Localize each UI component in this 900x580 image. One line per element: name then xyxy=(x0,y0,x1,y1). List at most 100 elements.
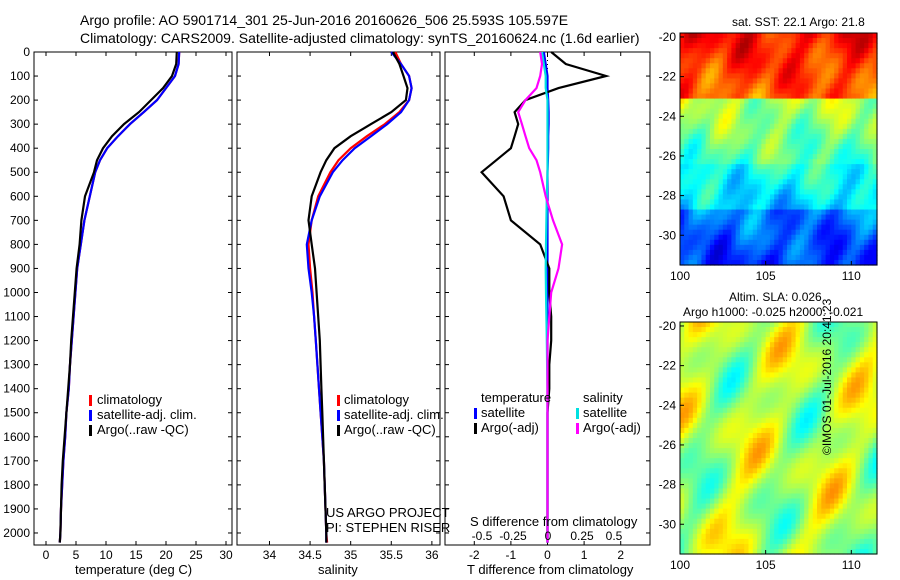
map-cell xyxy=(787,412,792,419)
map-cell xyxy=(722,113,728,120)
map-cell xyxy=(851,387,857,394)
map-cell xyxy=(744,179,750,185)
map-cell xyxy=(825,362,831,368)
map-cell xyxy=(859,234,865,241)
map-cell xyxy=(812,377,818,384)
map-cell xyxy=(739,372,745,379)
map-cell xyxy=(799,367,805,374)
map-cell xyxy=(744,234,750,241)
map-cell xyxy=(855,412,861,419)
map-cell xyxy=(791,244,797,251)
map-cell xyxy=(859,229,865,236)
map-cell xyxy=(765,387,771,394)
map-cell xyxy=(821,189,827,195)
map-cell xyxy=(765,209,771,216)
map-cell xyxy=(748,93,754,100)
map-cell xyxy=(739,357,745,363)
map-cell xyxy=(821,103,827,110)
map-cell xyxy=(769,488,775,495)
map-cell xyxy=(829,209,835,216)
map-cell xyxy=(744,88,750,95)
map-cell xyxy=(795,33,801,39)
map-cell xyxy=(842,513,848,520)
map-cell xyxy=(872,179,878,185)
map-cell xyxy=(765,73,771,79)
map-cell xyxy=(774,503,780,510)
map-cell xyxy=(864,382,870,389)
map-cell xyxy=(855,259,861,266)
map-cell xyxy=(769,33,775,39)
map-cell xyxy=(688,219,694,226)
map-cell xyxy=(705,392,711,399)
map-cell xyxy=(722,38,728,44)
map-cell xyxy=(735,427,741,434)
map-cell xyxy=(697,493,703,500)
map-cell xyxy=(808,58,814,64)
map-cell xyxy=(859,113,865,120)
map-cell xyxy=(714,473,720,479)
map-cell xyxy=(748,327,754,333)
map-cell xyxy=(812,503,818,510)
map-cell xyxy=(697,63,703,69)
map-cell xyxy=(765,357,771,363)
map-cell xyxy=(744,254,750,261)
map-cell xyxy=(744,427,750,434)
map-cell xyxy=(851,513,857,520)
map-cell xyxy=(829,204,835,211)
map-cell xyxy=(692,43,698,49)
map-cell xyxy=(757,468,762,474)
map-cell xyxy=(684,322,690,328)
map-cell xyxy=(774,453,780,459)
map-cell xyxy=(722,174,728,180)
map-cell xyxy=(688,528,694,535)
map-cell xyxy=(804,463,810,469)
map-cell xyxy=(714,377,720,384)
map-cell xyxy=(680,53,685,59)
map-cell xyxy=(769,118,775,125)
map-cell xyxy=(748,352,754,358)
map-cell xyxy=(838,337,844,343)
map-cell xyxy=(739,443,745,449)
map-cell xyxy=(752,367,758,374)
y-tick-label: 0 xyxy=(23,45,30,59)
map-cell xyxy=(847,43,852,49)
map-cell xyxy=(757,453,762,459)
map-cell xyxy=(825,63,831,69)
map-cell xyxy=(709,199,715,206)
map-cell xyxy=(709,259,715,266)
map-cell xyxy=(782,342,788,348)
y-tick-label: 1600 xyxy=(3,430,30,444)
map-cell xyxy=(761,68,767,74)
map-cell xyxy=(829,73,835,79)
map-cell xyxy=(684,48,690,54)
map-cell xyxy=(744,219,750,226)
map-cell xyxy=(812,108,818,115)
map-cell xyxy=(761,367,767,374)
map-cell xyxy=(855,463,861,469)
map-cell xyxy=(701,498,707,505)
map-cell xyxy=(774,392,780,399)
map-cell xyxy=(748,254,754,261)
map-cell xyxy=(851,209,857,216)
x-tick-label: 35.5 xyxy=(380,548,404,562)
map-cell xyxy=(701,427,707,434)
map-cell xyxy=(718,327,724,333)
map-cell xyxy=(834,113,840,120)
map-cell xyxy=(735,43,741,49)
map-cell xyxy=(859,43,865,49)
map-cell xyxy=(731,259,737,266)
map-cell xyxy=(859,382,865,389)
map-cell xyxy=(714,83,720,90)
map-cell xyxy=(859,528,865,535)
map-cell xyxy=(692,347,698,353)
map-cell xyxy=(735,493,741,500)
map-cell xyxy=(765,397,771,404)
map-cell xyxy=(838,118,844,125)
map-cell xyxy=(761,483,767,490)
map-cell xyxy=(714,443,720,449)
map-cell xyxy=(688,159,694,165)
map-cell xyxy=(769,382,775,389)
map-cell xyxy=(739,98,745,105)
map-cell xyxy=(834,143,840,150)
